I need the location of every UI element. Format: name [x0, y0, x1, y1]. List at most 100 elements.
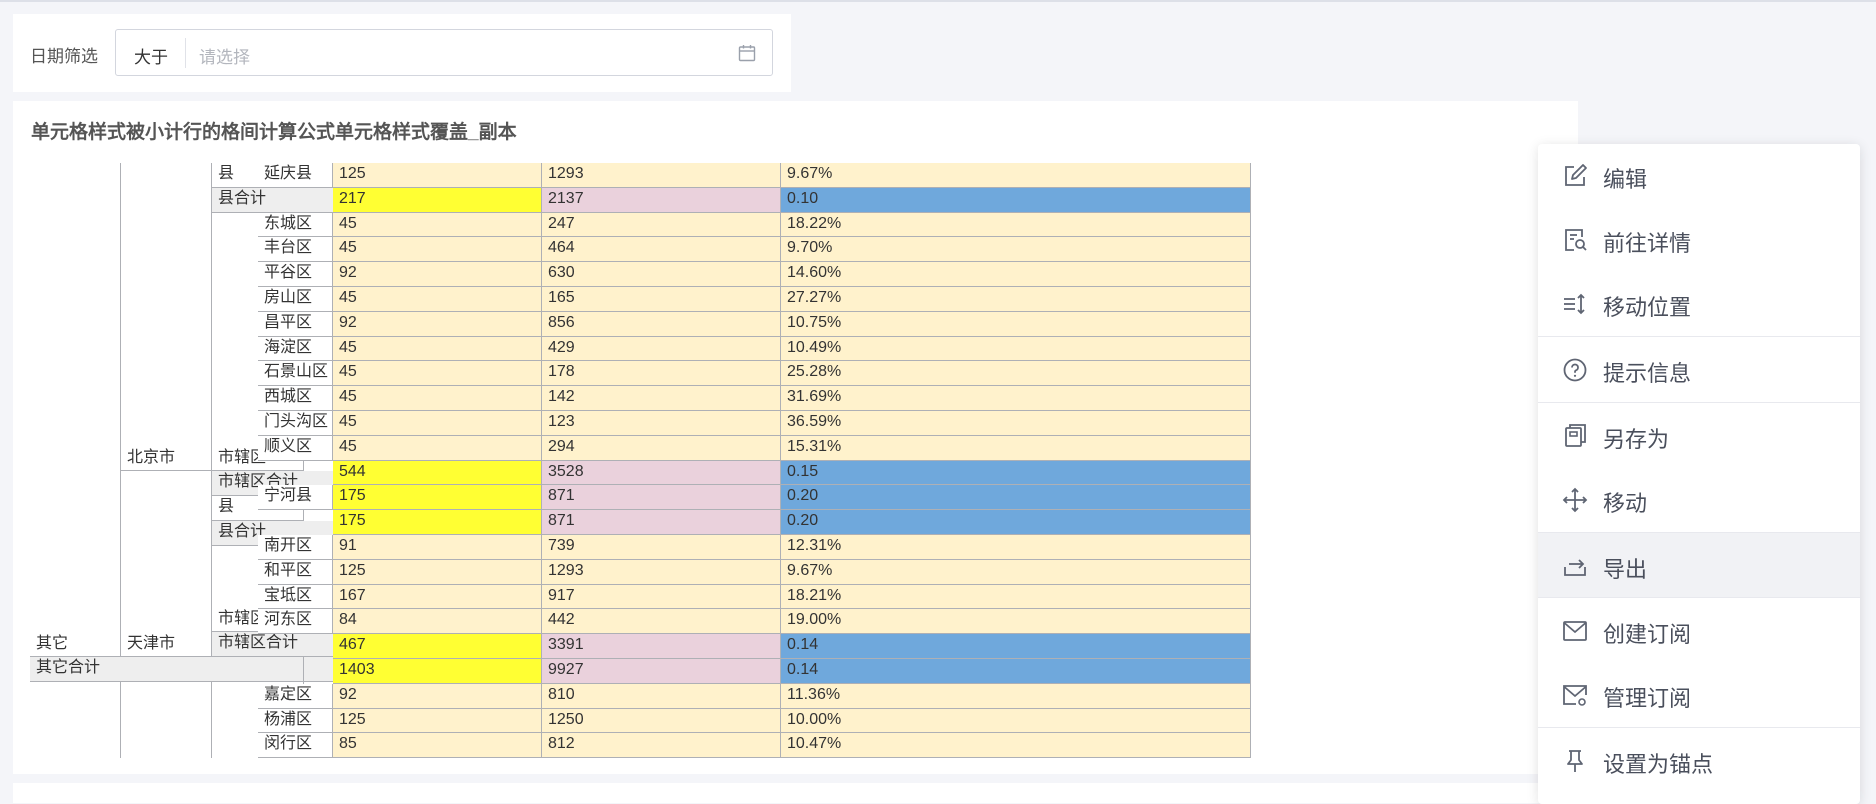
table-cell-v3: 36.59% [781, 411, 1251, 436]
menu-item-tooltip[interactable]: 提示信息 [1538, 338, 1860, 400]
row-header-l4: 南开区 [258, 535, 333, 560]
table-cell-v3: 0.14 [781, 659, 1251, 684]
table-cell-v3: 0.15 [781, 461, 1251, 485]
row-header-l4: 宁河县 [258, 485, 333, 510]
table-cell-v1: 544 [333, 461, 542, 485]
menu-separator [1538, 727, 1860, 728]
row-header-l1-total: 其它合计 [30, 657, 304, 682]
table-cell-v2: 464 [542, 237, 781, 262]
reorder-icon [1564, 293, 1585, 315]
table-cell-v1: 45 [333, 287, 542, 312]
save-as-icon [1565, 424, 1586, 447]
table-cell-v2: 442 [542, 609, 781, 634]
table-cell-v2: 1293 [542, 560, 781, 585]
table-cell-v1: 467 [333, 634, 542, 659]
table-cell-v3: 9.70% [781, 237, 1251, 262]
table-cell-v1: 45 [333, 411, 542, 436]
table-cell-v1: 125 [333, 560, 542, 585]
table-cell-v3: 14.60% [781, 262, 1251, 287]
table-cell-v3: 9.67% [781, 560, 1251, 585]
table-cell-v2: 123 [542, 411, 781, 436]
table-cell-v1: 84 [333, 609, 542, 634]
cross-table: 其它 其它合计 北京市 天津市 县 县合计 市辖区 市辖区合计 县 县合计 市辖… [30, 163, 1507, 758]
table-cell-v2: 630 [542, 262, 781, 287]
row-header-l4: 门头沟区 [258, 411, 333, 436]
table-cell-v2: 2137 [542, 188, 781, 213]
widget-context-menu: 编辑 前往详情 移动位置 提示信息 [1538, 144, 1860, 804]
table-cell-v2: 3391 [542, 634, 781, 659]
table-cell-v1: 175 [333, 485, 542, 510]
menu-item-label: 管理订阅 [1603, 686, 1692, 711]
row-header-l4: 房山区 [258, 287, 333, 312]
table-cell-v1: 45 [333, 237, 542, 262]
menu-item-edit[interactable]: 编辑 [1538, 144, 1860, 206]
help-icon [1563, 358, 1587, 382]
table-cell-v2: 3528 [542, 461, 781, 485]
date-filter-input[interactable]: 大于 请选择 [115, 29, 773, 76]
menu-item-detail[interactable]: 前往详情 [1538, 208, 1860, 270]
menu-item-label: 前往详情 [1603, 231, 1692, 256]
detail-icon [1565, 229, 1587, 251]
table-cell-v2: 871 [542, 510, 781, 535]
table-cell-v3: 10.47% [781, 733, 1251, 758]
table-cell-v1: 45 [333, 386, 542, 411]
table-cell-v3: 9.67% [781, 163, 1251, 188]
table-cell-v1: 45 [333, 361, 542, 386]
row-header-text: 北京市 [127, 449, 176, 466]
row-header-l4: 延庆县 [258, 163, 333, 188]
table-cell-v3: 18.22% [781, 213, 1251, 237]
table-cell-v2: 1250 [542, 709, 781, 733]
menu-separator [1538, 402, 1860, 403]
row-header-text: 市辖区 [218, 449, 267, 466]
table-cell-v1: 91 [333, 535, 542, 560]
date-filter-label: 日期筛选 [30, 47, 98, 66]
widget-title: 单元格样式被小计行的格间计算公式单元格样式覆盖_副本 [31, 122, 517, 143]
date-placeholder[interactable]: 请选择 [199, 48, 250, 67]
menu-item-set-anchor[interactable]: 设置为锚点 [1538, 729, 1860, 791]
menu-item-export[interactable]: 导出 [1538, 533, 1860, 597]
row-header-l4: 昌平区 [258, 312, 333, 337]
table-cell-v1: 45 [333, 337, 542, 361]
menu-item-label: 移动位置 [1603, 295, 1692, 320]
table-cell-v2: 178 [542, 361, 781, 386]
menu-item-create-subscription[interactable]: 创建订阅 [1538, 599, 1860, 661]
table-cell-v3: 0.20 [781, 510, 1251, 535]
row-header-l1-blank [30, 682, 121, 758]
filter-operator-select[interactable]: 大于 [134, 48, 168, 67]
calendar-icon[interactable] [738, 44, 756, 62]
table-widget: 单元格样式被小计行的格间计算公式单元格样式覆盖_副本 其它 其它合计 北京市 天… [13, 101, 1578, 774]
mail-icon [1563, 621, 1587, 641]
menu-separator [1538, 336, 1860, 337]
table-cell-v3: 18.21% [781, 585, 1251, 609]
row-header-l4: 石景山区 [258, 361, 333, 386]
row-header-l4: 顺义区 [258, 436, 333, 461]
row-header-l4: 宝坻区 [258, 585, 333, 609]
table-cell-v1: 92 [333, 684, 542, 709]
table-cell-v1: 45 [333, 436, 542, 461]
export-icon [1564, 559, 1586, 576]
table-cell-v2: 856 [542, 312, 781, 337]
table-cell-v2: 871 [542, 485, 781, 510]
menu-item-save-as[interactable]: 另存为 [1538, 404, 1860, 466]
table-cell-v1: 125 [333, 163, 542, 188]
table-cell-v3: 11.36% [781, 684, 1251, 709]
row-header-l4: 海淀区 [258, 337, 333, 361]
menu-item-manage-subscription[interactable]: 管理订阅 [1538, 663, 1860, 725]
menu-item-reorder[interactable]: 移动位置 [1538, 272, 1860, 334]
menu-item-label: 导出 [1603, 557, 1648, 582]
top-border [0, 0, 1876, 2]
row-header-l2-blank [121, 682, 212, 758]
menu-item-label: 创建订阅 [1603, 622, 1692, 647]
table-cell-v2: 429 [542, 337, 781, 361]
row-header-l4: 平谷区 [258, 262, 333, 287]
menu-item-move[interactable]: 移动 [1538, 468, 1860, 530]
operator-divider [185, 38, 186, 68]
row-header-l2: 北京市 [121, 163, 212, 471]
mail-settings-icon [1563, 685, 1587, 706]
menu-item-label: 提示信息 [1603, 361, 1692, 386]
table-cell-v2: 810 [542, 684, 781, 709]
row-header-l4: 西城区 [258, 386, 333, 411]
menu-item-label: 另存为 [1603, 427, 1670, 452]
table-cell-v2: 9927 [542, 659, 781, 684]
table-cell-v3: 27.27% [781, 287, 1251, 312]
